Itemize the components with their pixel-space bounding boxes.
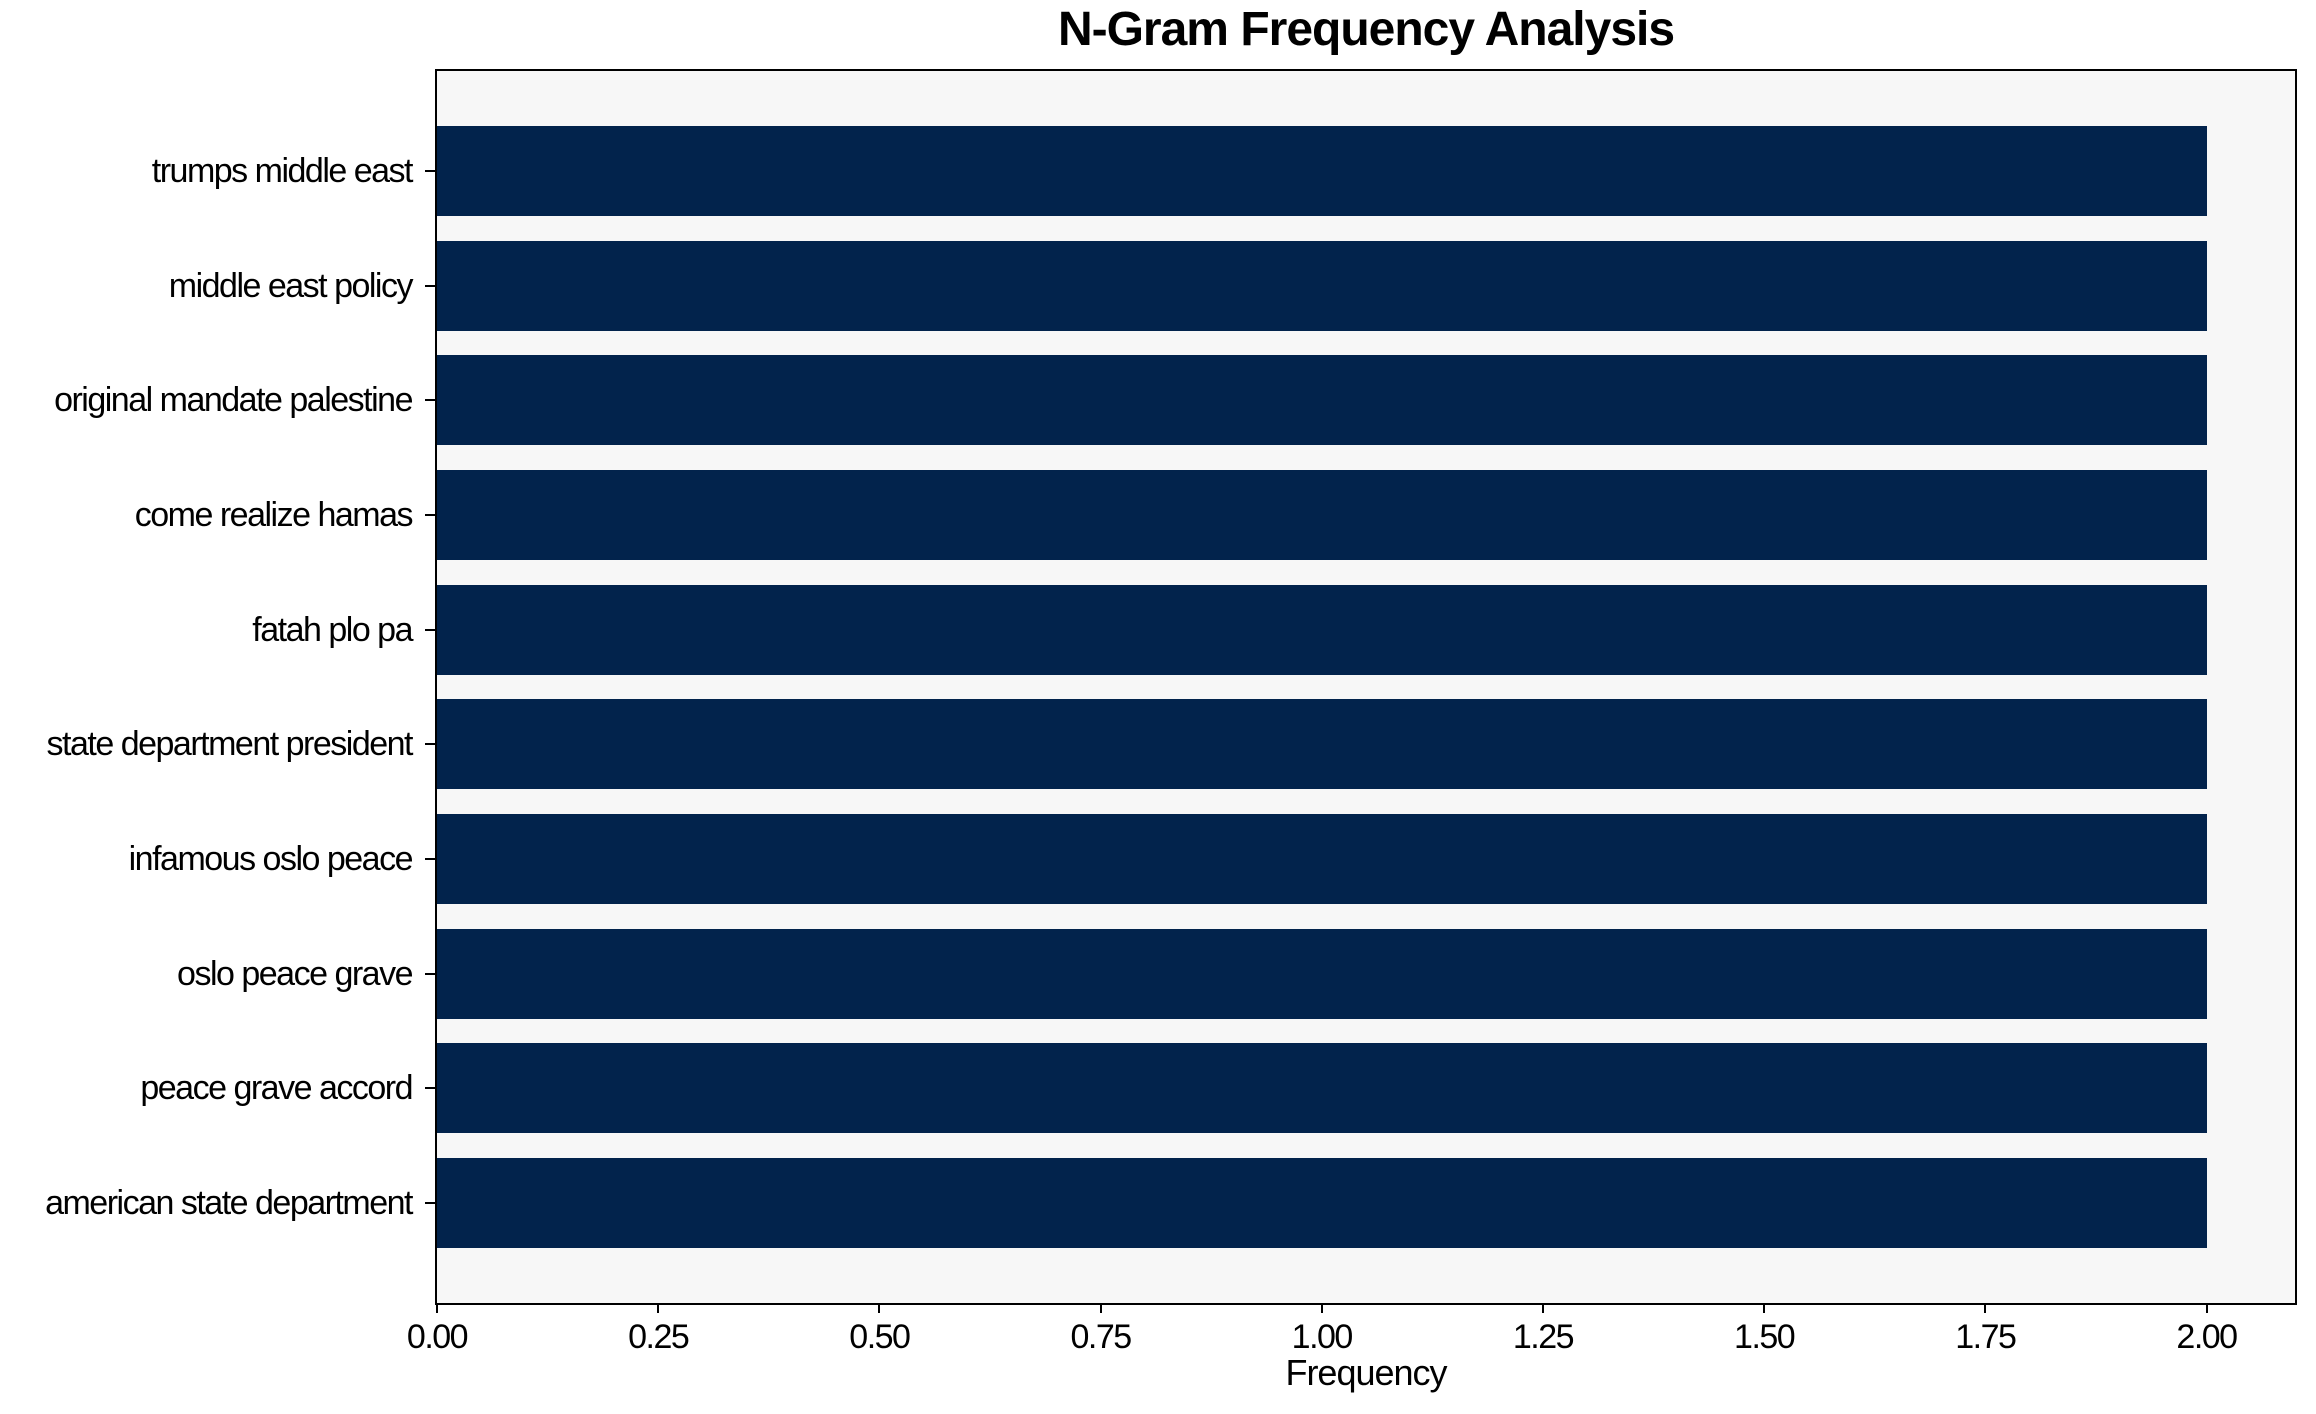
x-tick-mark bbox=[2205, 1303, 2208, 1313]
y-tick-mark bbox=[425, 858, 435, 860]
x-tick-label: 0.25 bbox=[628, 1318, 690, 1356]
x-tick-label: 0.50 bbox=[849, 1318, 911, 1356]
x-axis-label: Frequency bbox=[1285, 1352, 1447, 1393]
y-tick-label: trumps middle east bbox=[151, 152, 414, 190]
x-tick-mark bbox=[1099, 1303, 1102, 1313]
y-tick-mark bbox=[425, 284, 435, 287]
chart-title: N-Gram Frequency Analysis bbox=[1057, 3, 1675, 56]
x-tick-mark bbox=[436, 1303, 438, 1313]
x-tick-label: 0.75 bbox=[1070, 1318, 1132, 1356]
x-tick-mark bbox=[657, 1303, 660, 1313]
y-tick-label: peace grave accord bbox=[140, 1069, 413, 1108]
bar bbox=[437, 355, 2207, 446]
y-tick-label: infamous oslo peace bbox=[128, 840, 414, 878]
bar bbox=[437, 928, 2207, 1019]
bar bbox=[437, 699, 2207, 790]
x-tick-mark bbox=[1763, 1303, 1766, 1313]
y-tick-mark bbox=[425, 1202, 435, 1204]
bar bbox=[437, 814, 2207, 904]
y-tick-label: fatah plo pa bbox=[252, 610, 413, 649]
y-tick-mark bbox=[425, 743, 435, 746]
y-tick-mark bbox=[425, 170, 435, 172]
y-tick-label: come realize hamas bbox=[134, 496, 414, 534]
y-tick-label: middle east policy bbox=[168, 266, 414, 305]
bar bbox=[437, 126, 2207, 216]
y-tick-mark bbox=[425, 1087, 435, 1090]
y-tick-mark bbox=[425, 514, 435, 516]
plot-area bbox=[437, 71, 2295, 1303]
bar bbox=[437, 1043, 2207, 1134]
y-tick-mark bbox=[425, 628, 435, 631]
y-tick-label: oslo peace grave bbox=[177, 954, 413, 993]
y-tick-label: american state department bbox=[45, 1184, 413, 1222]
x-tick-mark bbox=[1984, 1303, 1987, 1313]
y-tick-label: original mandate palestine bbox=[54, 381, 413, 420]
bar bbox=[437, 240, 2207, 331]
x-tick-mark bbox=[1320, 1303, 1323, 1313]
y-tick-mark bbox=[425, 972, 435, 975]
bar bbox=[437, 470, 2207, 560]
bar bbox=[437, 1158, 2207, 1248]
x-tick-mark bbox=[1541, 1303, 1544, 1313]
y-tick-mark bbox=[425, 399, 435, 402]
x-tick-label: 1.75 bbox=[1955, 1318, 2017, 1356]
bar bbox=[437, 584, 2207, 675]
x-tick-mark bbox=[878, 1303, 881, 1313]
y-tick-label: state department president bbox=[46, 725, 414, 764]
x-tick-label: 1.50 bbox=[1734, 1318, 1796, 1356]
x-tick-label: 2.00 bbox=[2176, 1318, 2238, 1356]
x-tick-label: 1.00 bbox=[1291, 1318, 1354, 1356]
x-tick-label: 1.25 bbox=[1512, 1318, 1575, 1356]
x-tick-label: 0.00 bbox=[406, 1318, 469, 1356]
